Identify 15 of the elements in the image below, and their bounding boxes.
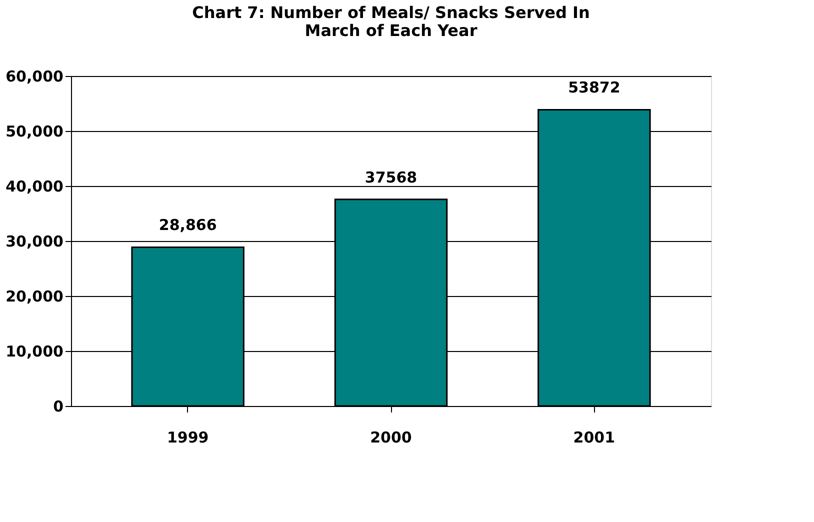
x-tick-label: 1999 bbox=[166, 428, 209, 446]
y-tick-label: 40,000 bbox=[6, 178, 64, 196]
y-tick-label: 30,000 bbox=[6, 232, 64, 250]
text: Chart 7: Number of Meals/ Snacks Served In bbox=[192, 3, 590, 22]
y-tick-label: 0 bbox=[53, 398, 64, 416]
data-label: 53872 bbox=[568, 78, 620, 97]
y-tick-label: 10,000 bbox=[6, 342, 64, 360]
text: March of Each Year bbox=[304, 21, 478, 40]
data-label: 28,866 bbox=[158, 216, 217, 234]
y-tick-label: 20,000 bbox=[6, 288, 64, 306]
x-tick-label: 2000 bbox=[370, 428, 412, 446]
y-tick-label: 60,000 bbox=[6, 68, 64, 86]
x-tick-label: 2001 bbox=[573, 428, 616, 446]
y-tick-label: 50,000 bbox=[6, 122, 64, 140]
data-label: 37568 bbox=[364, 168, 418, 186]
